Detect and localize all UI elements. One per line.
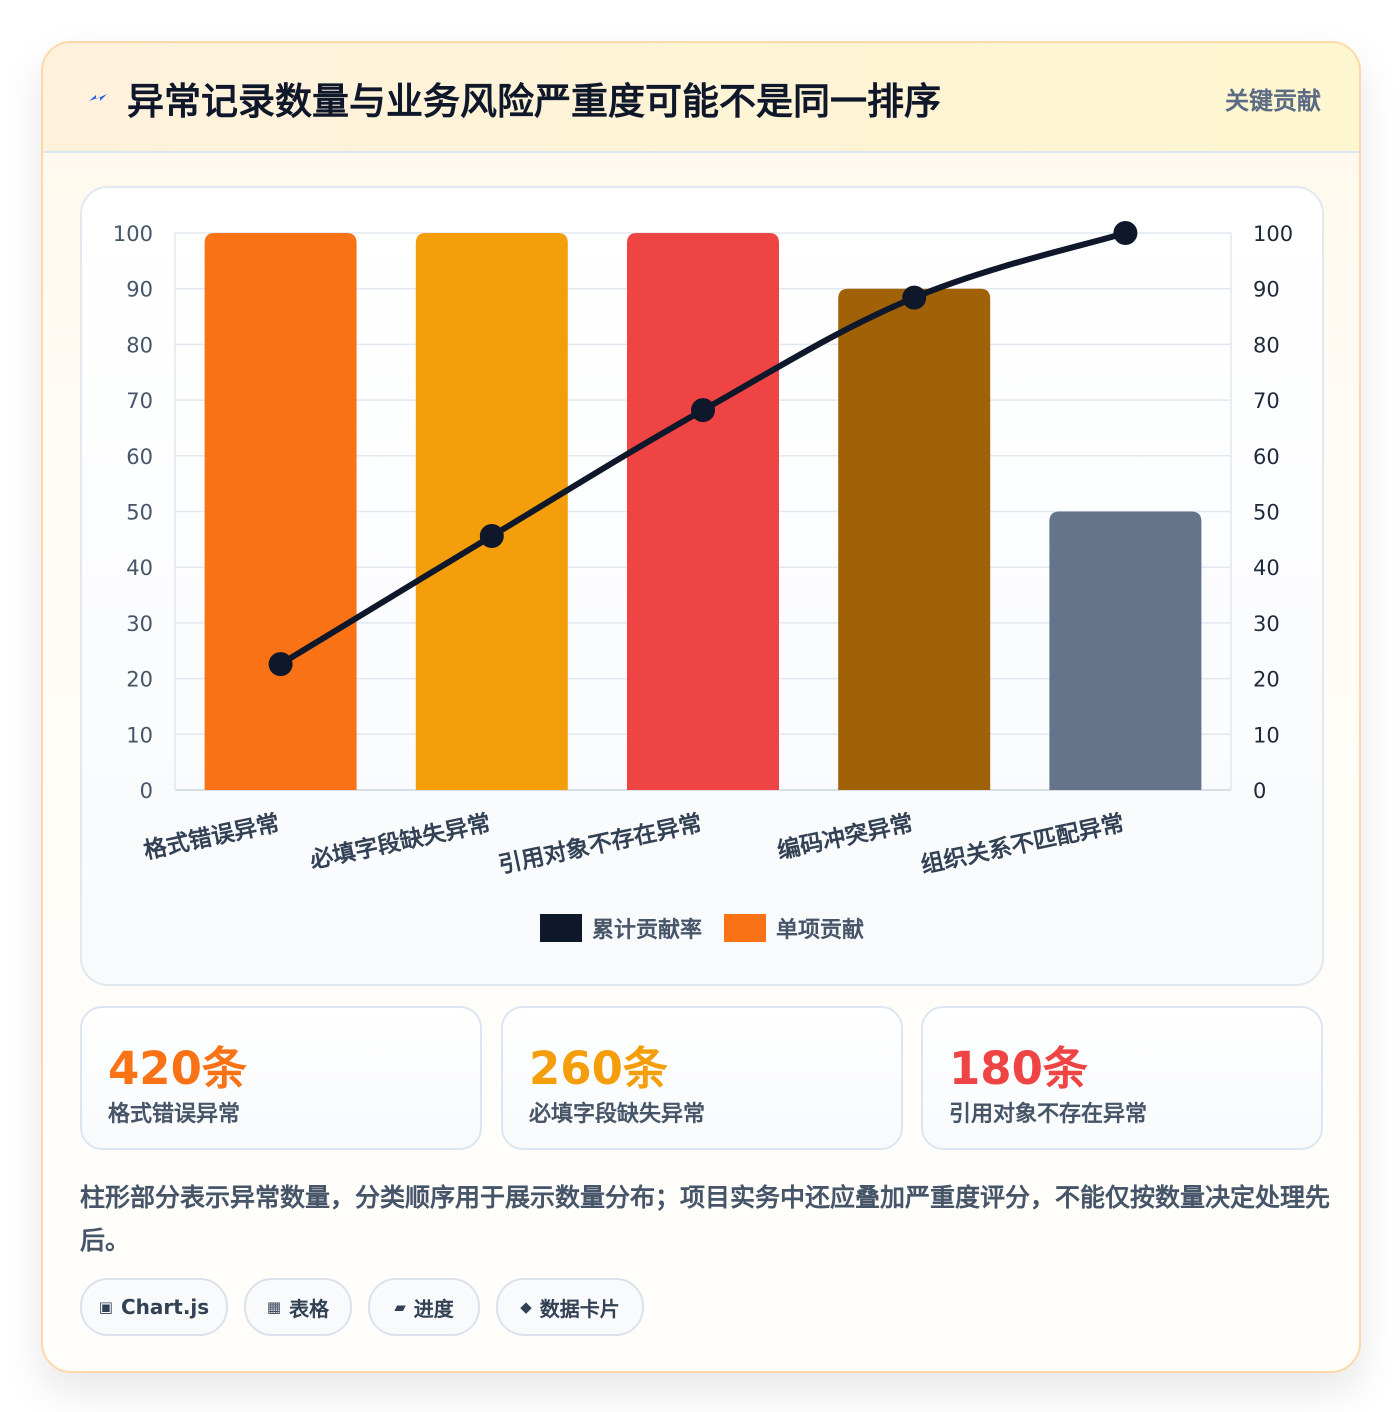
chip-label: 表格: [289, 1296, 330, 1321]
y-tick-label-right: 60: [1253, 445, 1280, 469]
legend-item-single[interactable]: 单项贡献: [724, 912, 864, 944]
legend-item-cumulative[interactable]: 累计贡献率: [539, 912, 702, 944]
chart-card: 异常记录数量与业务风险严重度可能不是同一排序 关键贡献 0 0 10 10 20 20 30…: [41, 41, 1361, 1373]
stat-value: 180条: [949, 1042, 1088, 1095]
y-tick-label-right: 30: [1253, 612, 1280, 636]
y-tick-label-left: 70: [126, 389, 153, 413]
y-tick-label-right: 90: [1253, 278, 1280, 302]
chart-panel: 0 0 10 10 20 20 30 30 40 40 50 50 60 60 70 70 80 80 90 90 10…: [80, 186, 1324, 986]
y-tick-label-right: 0: [1253, 779, 1266, 803]
progress-icon: ▰: [394, 1298, 406, 1316]
y-tick-label-left: 0: [140, 779, 153, 803]
bar: [1049, 511, 1202, 790]
stat-card: 420条 格式错误异常: [80, 1006, 482, 1150]
y-tick-label-right: 50: [1253, 501, 1280, 525]
chip-label: 进度: [413, 1296, 454, 1321]
y-tick-label-left: 20: [126, 668, 153, 692]
legend-label: 累计贡献率: [591, 918, 702, 943]
x-tick-label: 格式错误异常: [141, 809, 282, 864]
cumulative-point: [268, 652, 293, 677]
bar: [415, 233, 568, 790]
cumulative-point: [691, 398, 715, 423]
stat-card: 260条 必填字段缺失异常: [501, 1006, 903, 1150]
chip-data-card[interactable]: ◆ 数据卡片: [496, 1278, 644, 1336]
pareto-chart: 0 0 10 10 20 20 30 30 40 40 50 50 60 60 70 70 80 80 90 90 10…: [113, 221, 1293, 879]
stat-label: 格式错误异常: [108, 1102, 241, 1127]
chart-legend: 累计贡献率 单项贡献: [82, 912, 1322, 944]
bar: [204, 233, 357, 790]
y-tick-label-left: 100: [113, 222, 153, 246]
y-tick-label-right: 10: [1253, 723, 1280, 747]
y-tick-label-right: 20: [1253, 668, 1280, 692]
y-tick-label-left: 40: [126, 556, 153, 580]
x-tick-label: 组织关系不匹配异常: [919, 809, 1127, 878]
table-icon: ▦: [266, 1298, 282, 1316]
y-tick-label-left: 30: [126, 612, 153, 636]
page-title: 异常记录数量与业务风险严重度可能不是同一排序: [127, 80, 941, 123]
stat-value: 260条: [529, 1042, 668, 1095]
chart-icon: ▣: [98, 1298, 113, 1316]
y-tick-label-left: 90: [126, 278, 153, 302]
stat-card: 180条 引用对象不存在异常: [921, 1006, 1323, 1150]
legend-swatch-cumulative: [539, 914, 582, 942]
y-tick-label-right: 70: [1253, 389, 1280, 413]
y-tick-label-right: 80: [1253, 333, 1280, 357]
y-tick-label-left: 50: [126, 501, 153, 525]
chip-table[interactable]: ▦ 表格: [244, 1278, 352, 1336]
lightning-icon: [89, 94, 107, 101]
bar: [838, 288, 991, 790]
chip-chartjs[interactable]: ▣ Chart.js: [80, 1278, 228, 1336]
cumulative-point: [479, 524, 504, 549]
x-tick-label: 必填字段缺失异常: [307, 809, 493, 874]
card-header: 异常记录数量与业务风险严重度可能不是同一排序 关键贡献: [43, 43, 1359, 153]
chip-label: Chart.js: [120, 1295, 210, 1319]
legend-swatch-single: [724, 914, 766, 942]
cumulative-point: [1113, 221, 1138, 245]
stat-label: 必填字段缺失异常: [529, 1102, 706, 1127]
y-tick-label-right: 100: [1253, 222, 1293, 246]
x-tick-label: 编码冲突异常: [775, 809, 916, 864]
legend-label: 单项贡献: [776, 918, 865, 943]
y-tick-label-left: 60: [126, 445, 153, 469]
stat-label: 引用对象不存在异常: [949, 1102, 1148, 1127]
y-tick-label-right: 40: [1253, 556, 1280, 580]
cumulative-point: [902, 285, 927, 310]
chip-progress[interactable]: ▰ 进度: [368, 1278, 480, 1336]
chart-note: 柱形部分表示异常数量，分类顺序用于展示数量分布；项目实务中还应叠加严重度评分，不…: [80, 1183, 1331, 1255]
header-tag: 关键贡献: [1225, 87, 1321, 115]
diamond-icon: ◆: [520, 1298, 532, 1316]
chip-label: 数据卡片: [539, 1296, 620, 1321]
y-tick-label-left: 80: [126, 333, 153, 357]
y-tick-label-left: 10: [126, 723, 153, 747]
x-tick-label: 引用对象不存在异常: [496, 809, 704, 878]
bar: [627, 233, 779, 790]
stat-value: 420条: [108, 1042, 247, 1095]
